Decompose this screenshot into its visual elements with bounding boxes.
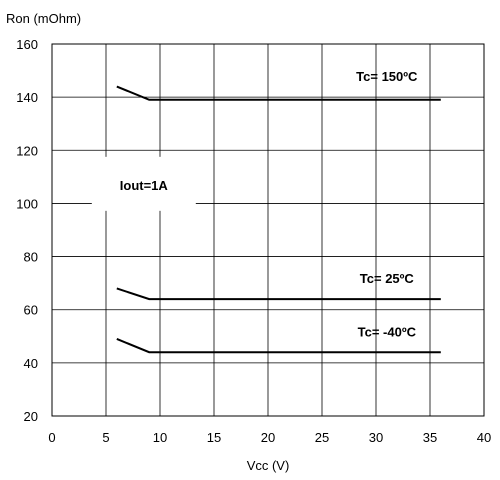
- series-label: Tc= 150ºC: [356, 69, 418, 84]
- y-axis-label: Ron (mOhm): [6, 11, 81, 26]
- x-tick-label: 10: [153, 430, 167, 445]
- series-label: Tc= 25ºC: [360, 271, 415, 286]
- y-tick-label: 140: [16, 90, 38, 105]
- x-tick-label: 20: [261, 430, 275, 445]
- x-tick-label: 30: [369, 430, 383, 445]
- series-line: [116, 287, 441, 301]
- y-tick-label: 120: [16, 143, 38, 158]
- annotation-box: [91, 156, 196, 211]
- y-tick-label: 100: [16, 196, 38, 211]
- y-tick-label: 20: [24, 409, 38, 424]
- x-tick-label: 5: [102, 430, 109, 445]
- annotation-label: Iout=1A: [120, 178, 169, 193]
- x-tick-label: 40: [477, 430, 491, 445]
- x-tick-label: 25: [315, 430, 329, 445]
- x-tick-label: 15: [207, 430, 221, 445]
- series-line: [116, 85, 441, 101]
- series-line: [116, 338, 441, 354]
- series-label: Tc= -40ºC: [358, 324, 417, 339]
- x-axis-label: Vcc (V): [247, 458, 290, 473]
- x-tick-label: 0: [48, 430, 55, 445]
- y-tick-label: 40: [24, 356, 38, 371]
- y-tick-label: 80: [24, 250, 38, 265]
- x-tick-label: 35: [423, 430, 437, 445]
- y-tick-label: 60: [24, 303, 38, 318]
- y-tick-label: 160: [16, 37, 38, 52]
